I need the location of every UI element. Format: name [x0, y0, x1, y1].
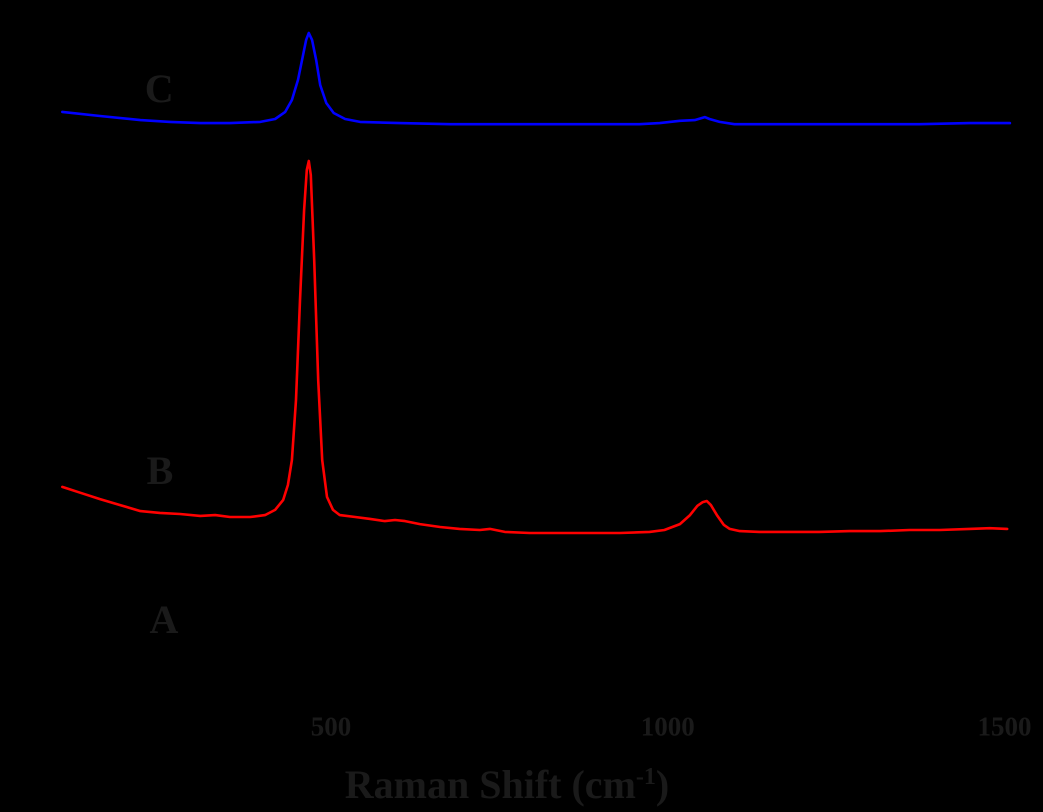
- curve-label-c: C: [144, 65, 174, 111]
- x-axis-title-close-paren: ): [655, 762, 670, 808]
- curve-label-a: A: [149, 597, 179, 643]
- x-axis-title: Raman Shift (cm-1): [345, 765, 669, 805]
- spectrum-c-curve: [60, 31, 1012, 126]
- x-tick-label-1000: 1000: [640, 711, 695, 742]
- x-tick-label-1500: 1500: [977, 711, 1032, 742]
- curve-label-b: B: [146, 447, 174, 493]
- x-axis-title-text: Raman Shift (cm: [344, 762, 636, 808]
- spectrum-b-curve: [60, 159, 1009, 535]
- x-tick-label-500: 500: [310, 711, 352, 742]
- x-axis-title-superscript: -1: [635, 763, 656, 790]
